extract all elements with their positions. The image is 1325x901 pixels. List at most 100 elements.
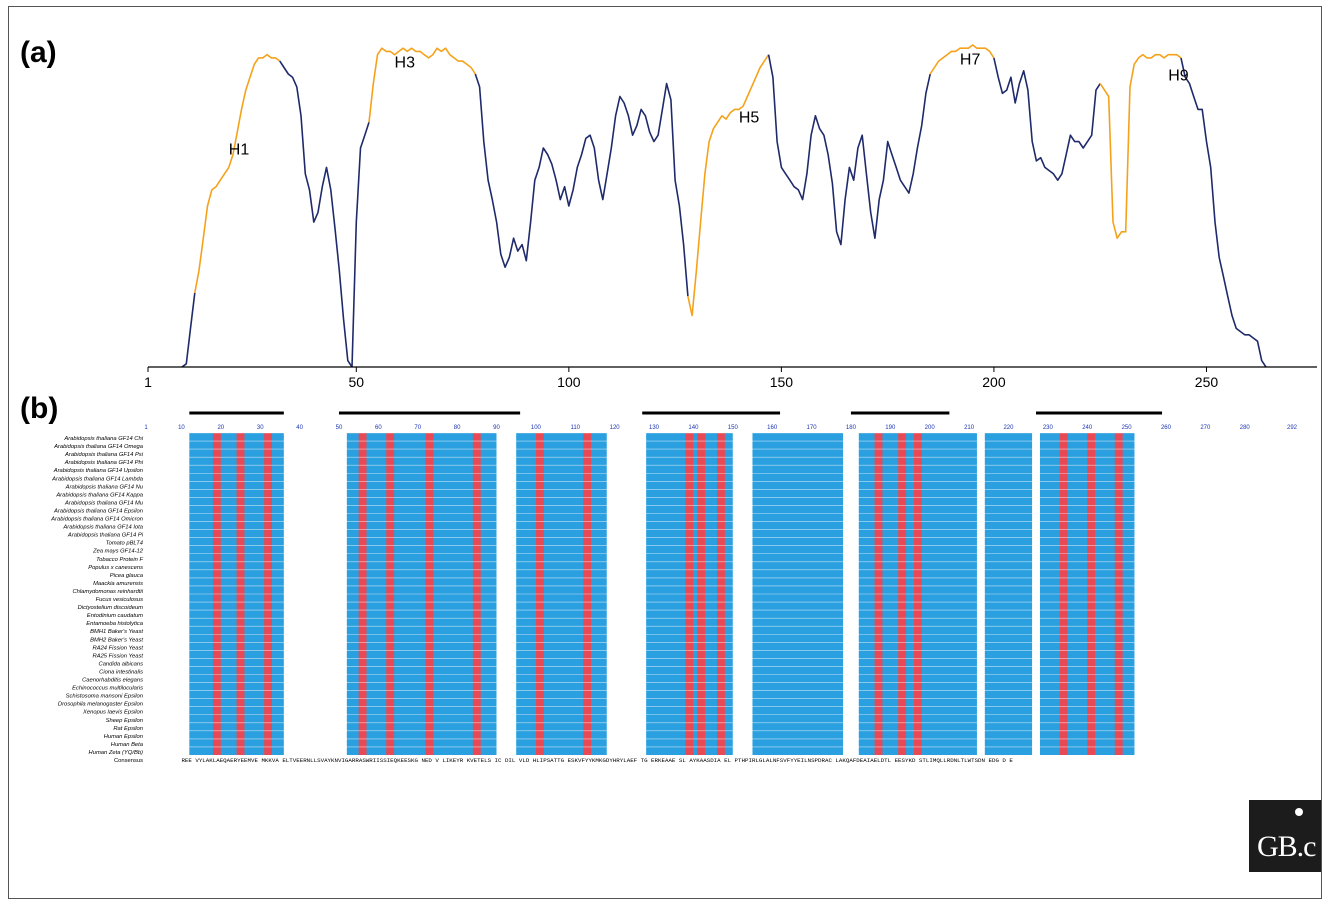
species-label: Tomato pBLT4 bbox=[106, 541, 143, 547]
ruler-tick-label: 210 bbox=[964, 425, 975, 431]
series-segment-coil-7 bbox=[767, 54, 931, 246]
ruler-tick-label: 40 bbox=[296, 425, 303, 431]
x-tick-label: 250 bbox=[1195, 374, 1219, 390]
species-label: Picea glauca bbox=[110, 573, 144, 579]
x-tick-label: 50 bbox=[349, 374, 365, 390]
species-label: Arabidopsis thaliana GF14 Omega bbox=[53, 444, 144, 450]
ruler-tick-label: 180 bbox=[846, 425, 857, 431]
series-segment-coil-0 bbox=[181, 292, 196, 368]
species-label: BMH1 Baker's Yeast bbox=[90, 629, 143, 635]
species-label: RA25 Fission Yeast bbox=[93, 653, 144, 659]
consensus-sequence: REE VYLAKLAEQAERYEEMVE MKKVA ELTVEERNLLS… bbox=[181, 757, 1013, 764]
alignment-blocks: REE VYLAKLAEQAERYEEMVE MKKVA ELTVEERNLLS… bbox=[146, 432, 1292, 764]
species-label: Arabidopsis thaliana GF14 Psi bbox=[64, 452, 144, 458]
species-label: Arabidopsis thaliana GF14 Iota bbox=[62, 525, 143, 531]
species-label: Arabidopsis thaliana GF14 Nu bbox=[65, 484, 144, 490]
species-label: Xenopus laevis Epsilon bbox=[82, 710, 143, 716]
ruler-tick-label: 30 bbox=[257, 425, 264, 431]
ruler-tick-label: 90 bbox=[493, 425, 500, 431]
ruler-tick-label: 170 bbox=[807, 425, 818, 431]
x-tick-label: 1 bbox=[144, 374, 152, 390]
ruler-tick-label: 1 bbox=[144, 425, 148, 431]
species-label: Consensus bbox=[114, 758, 143, 764]
species-label: Human Beta bbox=[111, 742, 144, 748]
series-segment-helix-4 bbox=[368, 47, 476, 123]
species-label: Arabidopsis thaliana GF14 Kappa bbox=[55, 492, 143, 498]
x-axis: 1 50 100 150 200 250 bbox=[144, 366, 1317, 390]
species-label: BMH2 Baker's Yeast bbox=[90, 637, 143, 643]
species-label: Fucus vesiculosus bbox=[96, 597, 143, 603]
ruler-tick-label: 160 bbox=[767, 425, 778, 431]
ruler-tick-label: 20 bbox=[217, 425, 224, 431]
series-segment-helix-10 bbox=[1099, 53, 1182, 239]
ruler-tick-label: 60 bbox=[375, 425, 382, 431]
panel-a-label: (a) bbox=[20, 36, 57, 69]
species-label: Chlamydomonas reinhardtii bbox=[72, 589, 143, 595]
species-label: Arabidopsis thaliana GF14 Chi bbox=[63, 436, 143, 442]
logo-text: GB.c bbox=[1257, 830, 1316, 863]
x-tick-label: 200 bbox=[982, 374, 1006, 390]
alignment-ruler: 1 10 20 30 40 50 60 70 80 90 100 110 120 130 140 150 160… bbox=[144, 425, 1297, 431]
series-segment-coil-11 bbox=[1180, 57, 1267, 368]
series-segment-coil-3 bbox=[351, 122, 370, 368]
ruler-tick-label: 140 bbox=[688, 425, 699, 431]
helix-label-h9: H9 bbox=[1168, 67, 1189, 84]
ruler-tick-label: 80 bbox=[454, 425, 461, 431]
ruler-tick-label: 130 bbox=[649, 425, 660, 431]
ruler-tick-label: 110 bbox=[570, 425, 580, 431]
helix-label-h1: H1 bbox=[229, 141, 250, 158]
species-label: Arabidopsis thaliana GF14 Mu bbox=[64, 500, 144, 506]
species-label: Caenorhabditis elegans bbox=[82, 678, 143, 684]
series-segment-helix-6 bbox=[687, 54, 770, 317]
ruler-tick-label: 200 bbox=[925, 425, 936, 431]
series-segment-helix-8 bbox=[929, 44, 995, 75]
ruler-tick-label: 270 bbox=[1200, 425, 1211, 431]
ruler-tick-label: 150 bbox=[728, 425, 739, 431]
species-label: Arabidopsis thaliana GF14 Omicron bbox=[50, 517, 143, 523]
species-label: Arabidopsis thaliana GF14 Phi bbox=[64, 460, 144, 466]
species-label: Zea mays GF14-12 bbox=[92, 549, 144, 555]
species-label: Tobacco Protein F bbox=[96, 557, 143, 563]
ruler-tick-label: 70 bbox=[414, 425, 421, 431]
species-label: Arabidopsis thaliana GF14 Lambda bbox=[51, 476, 144, 482]
ruler-tick-label: 240 bbox=[1082, 425, 1093, 431]
species-label: Candida albicans bbox=[99, 661, 144, 667]
species-label: Arabidopsis thaliana GF14 Upsilon bbox=[53, 468, 143, 474]
ruler-tick-label: 250 bbox=[1122, 425, 1133, 431]
species-label: Arabidopsis thaliana GF14 Epsilon bbox=[53, 508, 143, 514]
ruler-tick-label: 280 bbox=[1240, 425, 1251, 431]
chart-lines bbox=[181, 44, 1267, 368]
panel-b-label: (b) bbox=[20, 392, 59, 425]
helix-label-h3: H3 bbox=[395, 55, 416, 72]
species-label: Dictyostelium discoideum bbox=[78, 605, 144, 611]
ruler-tick-label: 220 bbox=[1003, 425, 1014, 431]
species-labels: Arabidopsis thaliana GF14 Chi Arabidopsis… bbox=[50, 436, 144, 764]
ruler-tick-label: 292 bbox=[1287, 425, 1298, 431]
species-label: Sheep Epsilon bbox=[106, 718, 143, 724]
species-label: Human Epsilon bbox=[104, 734, 143, 740]
helix-label-h7: H7 bbox=[960, 51, 981, 68]
logo-dot bbox=[1295, 808, 1303, 816]
species-label: RA24 Fission Yeast bbox=[93, 645, 144, 651]
journal-logo: GB.c bbox=[1249, 800, 1321, 872]
ruler-tick-label: 260 bbox=[1161, 425, 1172, 431]
species-label: Arabidopsis thaliana GF14 Pi bbox=[67, 533, 144, 539]
species-label: Entamoeba histolytica bbox=[86, 621, 143, 627]
species-label: Drosophila melanogaster Epsilon bbox=[58, 702, 143, 708]
species-label: Schistosoma mansoni Epsilon bbox=[66, 694, 143, 700]
ruler-tick-label: 50 bbox=[336, 425, 343, 431]
ruler-tick-label: 230 bbox=[1043, 425, 1054, 431]
ruler-tick-label: 100 bbox=[531, 425, 542, 431]
x-tick-label: 100 bbox=[557, 374, 581, 390]
ruler-tick-label: 10 bbox=[178, 425, 185, 431]
helix-label-h5: H5 bbox=[739, 109, 760, 126]
series-segment-coil-2 bbox=[279, 60, 353, 368]
species-label: Entodinium caudatum bbox=[87, 613, 143, 619]
series-segment-coil-5 bbox=[474, 73, 689, 297]
series-segment-helix-1 bbox=[194, 53, 281, 294]
helix-annotations: H1 H3 H5 H7 H9 bbox=[229, 51, 1189, 158]
species-label: Populus x canescens bbox=[88, 565, 143, 571]
species-label: Ciona intestinalis bbox=[99, 669, 143, 675]
ruler-tick-label: 120 bbox=[610, 425, 621, 431]
